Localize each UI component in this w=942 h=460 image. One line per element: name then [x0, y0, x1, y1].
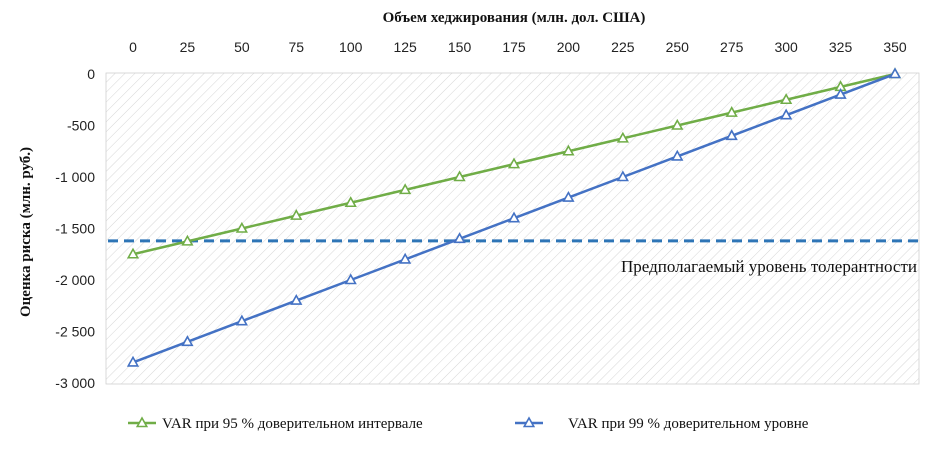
x-tick-label: 25 [180, 39, 196, 55]
x-tick-label: 300 [774, 39, 798, 55]
x-tick-label: 125 [393, 39, 417, 55]
y-tick-label: -2 000 [55, 272, 95, 288]
x-axis-title: Объем хеджирования (млн. дол. США) [383, 10, 646, 26]
series-2-point [888, 67, 902, 79]
y-tick-label: -500 [67, 118, 95, 134]
series-2-point [181, 335, 194, 347]
series-1-point [671, 118, 684, 130]
series-1-point [126, 247, 140, 259]
series-2-point [616, 170, 629, 182]
y-tick-label: -2 500 [55, 324, 95, 340]
x-axis-ticks: 0 25 50 75 100 125 150 175 200 225 250 275 300 325 350 [129, 39, 907, 55]
x-tick-label: 325 [829, 39, 853, 55]
plot-area [105, 72, 920, 385]
legend-swatch-marker [522, 416, 536, 428]
series-1-point [453, 170, 466, 182]
x-tick-label: 175 [502, 39, 526, 55]
x-tick-label: 250 [666, 39, 690, 55]
series-2-point [725, 129, 738, 141]
legend-label: VAR при 99 % доверительном уровне [568, 416, 809, 432]
series-1-point [507, 157, 521, 169]
x-tick-label: 200 [557, 39, 581, 55]
y-tick-label: -1 000 [55, 169, 95, 185]
series-1-point [780, 93, 793, 105]
series-1-point [725, 105, 738, 117]
series-2-point [344, 273, 357, 285]
legend-label: VAR при 95 % доверительном интервале [162, 416, 423, 432]
series-1-point [616, 131, 629, 143]
x-tick-label: 100 [339, 39, 363, 55]
series-2-point [834, 87, 847, 99]
y-axis-title: Оценка риска (млн. руб.) [18, 147, 34, 317]
series-2-point [290, 293, 303, 305]
series-1-point [562, 144, 575, 156]
series-2-point [562, 190, 575, 202]
y-axis-ticks: 0 -500 -1 000 -1 500 -2 000 -2 500 -3 000 [55, 66, 95, 391]
series-2-point [507, 211, 521, 223]
y-tick-label: 0 [87, 66, 95, 82]
series-1-point [235, 221, 248, 233]
series-2-point [126, 355, 140, 367]
y-tick-label: -1 500 [55, 221, 95, 237]
y-tick-label: -3 000 [55, 375, 95, 391]
x-tick-label: 225 [611, 39, 635, 55]
x-tick-label: 150 [448, 39, 472, 55]
series-2-point [235, 314, 248, 326]
x-tick-label: 50 [234, 39, 250, 55]
x-tick-label: 275 [720, 39, 744, 55]
x-tick-label: 0 [129, 39, 137, 55]
series-layer [126, 67, 902, 367]
x-tick-label: 350 [883, 39, 907, 55]
x-tick-label: 75 [288, 39, 304, 55]
series-2-point [671, 149, 684, 161]
series-2-point [399, 252, 412, 264]
series-2-point [453, 232, 466, 244]
series-1-point [290, 208, 303, 220]
series-2-point [780, 108, 793, 120]
tolerance-label: Предполагаемый уровень толерантности [621, 257, 917, 276]
series-1-point [344, 196, 357, 208]
legend: VAR при 95 % доверительном интервале VAR … [128, 416, 809, 432]
series-1-point [399, 183, 412, 195]
series-1-point [181, 234, 194, 246]
legend-swatch-marker [135, 416, 149, 428]
